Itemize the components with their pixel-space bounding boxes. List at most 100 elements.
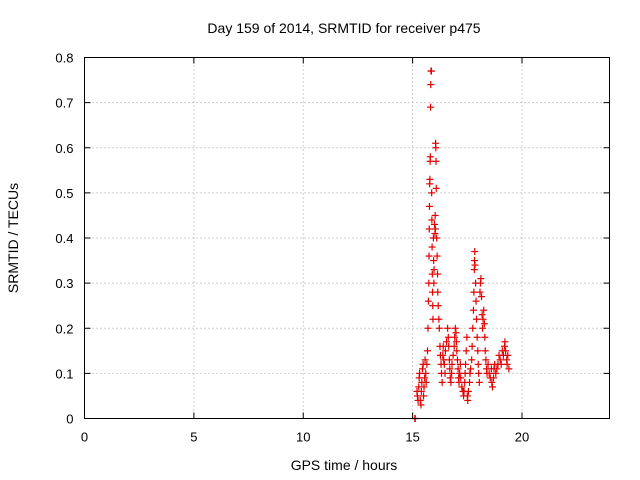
data-point [477,275,485,283]
y-tick-label: 0.7 [55,96,73,111]
data-point [425,225,433,233]
data-point [488,383,496,391]
x-tick-label: 10 [296,430,310,445]
data-point [480,320,488,328]
data-point [433,252,441,260]
data-point [453,356,461,364]
data-point [450,342,458,350]
data-point [425,252,433,260]
data-point [476,288,484,296]
data-point [430,279,438,287]
data-point [445,356,453,364]
data-point [427,103,435,111]
data-point [422,378,430,386]
data-point [452,338,460,346]
data-point [433,234,441,242]
data-point [471,261,479,269]
y-tick-label: 0.8 [55,51,73,66]
data-point [464,387,472,395]
data-point [424,324,432,332]
data-point [502,347,510,355]
data-point [452,329,460,337]
y-tick-labels: 0 0.1 0.2 0.3 0.4 0.5 0.6 0.7 0.8 [55,51,73,427]
data-point [493,365,501,373]
data-point [503,360,511,368]
data-point [428,243,436,251]
data-point [466,369,474,377]
data-point [492,369,500,377]
data-point [417,387,425,395]
data-point [443,338,451,346]
x-tick-label: 5 [190,430,197,445]
data-point [479,315,487,323]
data-point [462,360,470,368]
data-point [481,333,489,341]
data-point [479,324,487,332]
data-point [435,324,443,332]
data-point [431,220,438,228]
data-point [490,374,498,382]
data-point [451,333,459,341]
data-point [467,365,475,373]
plot-frame [84,57,610,419]
data-point [432,144,440,152]
data-point [478,293,486,301]
data-point [413,392,421,400]
data-point [429,315,437,323]
data-point [458,383,466,391]
data-point [470,266,478,274]
data-point [481,347,489,355]
data-point [468,356,476,364]
data-point [454,365,462,373]
chart-title: Day 159 of 2014, SRMTID for receiver p47… [207,20,480,36]
data-point [421,356,429,364]
data-point [422,369,430,377]
x-tick-labels: 0 5 10 15 20 [81,430,529,445]
data-point [438,378,446,386]
data-point [435,315,443,323]
data-points [411,67,513,422]
y-tick-label: 0.2 [55,321,73,336]
data-point [440,360,448,368]
y-tick-label: 0.1 [55,366,73,381]
data-point [423,360,431,368]
data-point [420,383,428,391]
data-point [434,288,442,296]
data-point [421,374,429,382]
data-point [427,67,435,75]
data-point [430,266,438,274]
data-point [441,347,449,355]
data-point [416,396,424,404]
data-point [420,392,428,400]
data-point [428,189,436,197]
y-tick-label: 0.6 [55,141,73,156]
data-point [427,81,435,89]
y-tick-label: 0 [66,412,73,427]
data-point [447,378,455,386]
data-point [475,378,483,386]
data-point [482,356,490,364]
data-point [462,347,470,355]
data-point [439,351,447,359]
data-point [431,225,439,233]
data-point [451,324,459,332]
data-point [417,401,425,409]
data-point [426,175,434,183]
data-point [431,211,439,219]
data-point [448,360,456,368]
data-point [469,324,477,332]
data-point [473,333,481,341]
data-point [501,338,509,346]
data-point [444,324,452,332]
data-point [453,347,461,355]
data-point [448,369,456,377]
data-point [474,360,482,368]
data-point [430,257,438,265]
data-point [468,342,476,350]
data-point [497,360,505,368]
data-point [434,270,442,278]
data-point [444,333,452,341]
x-axis-label: GPS time / hours [291,457,398,473]
data-point [471,248,479,256]
